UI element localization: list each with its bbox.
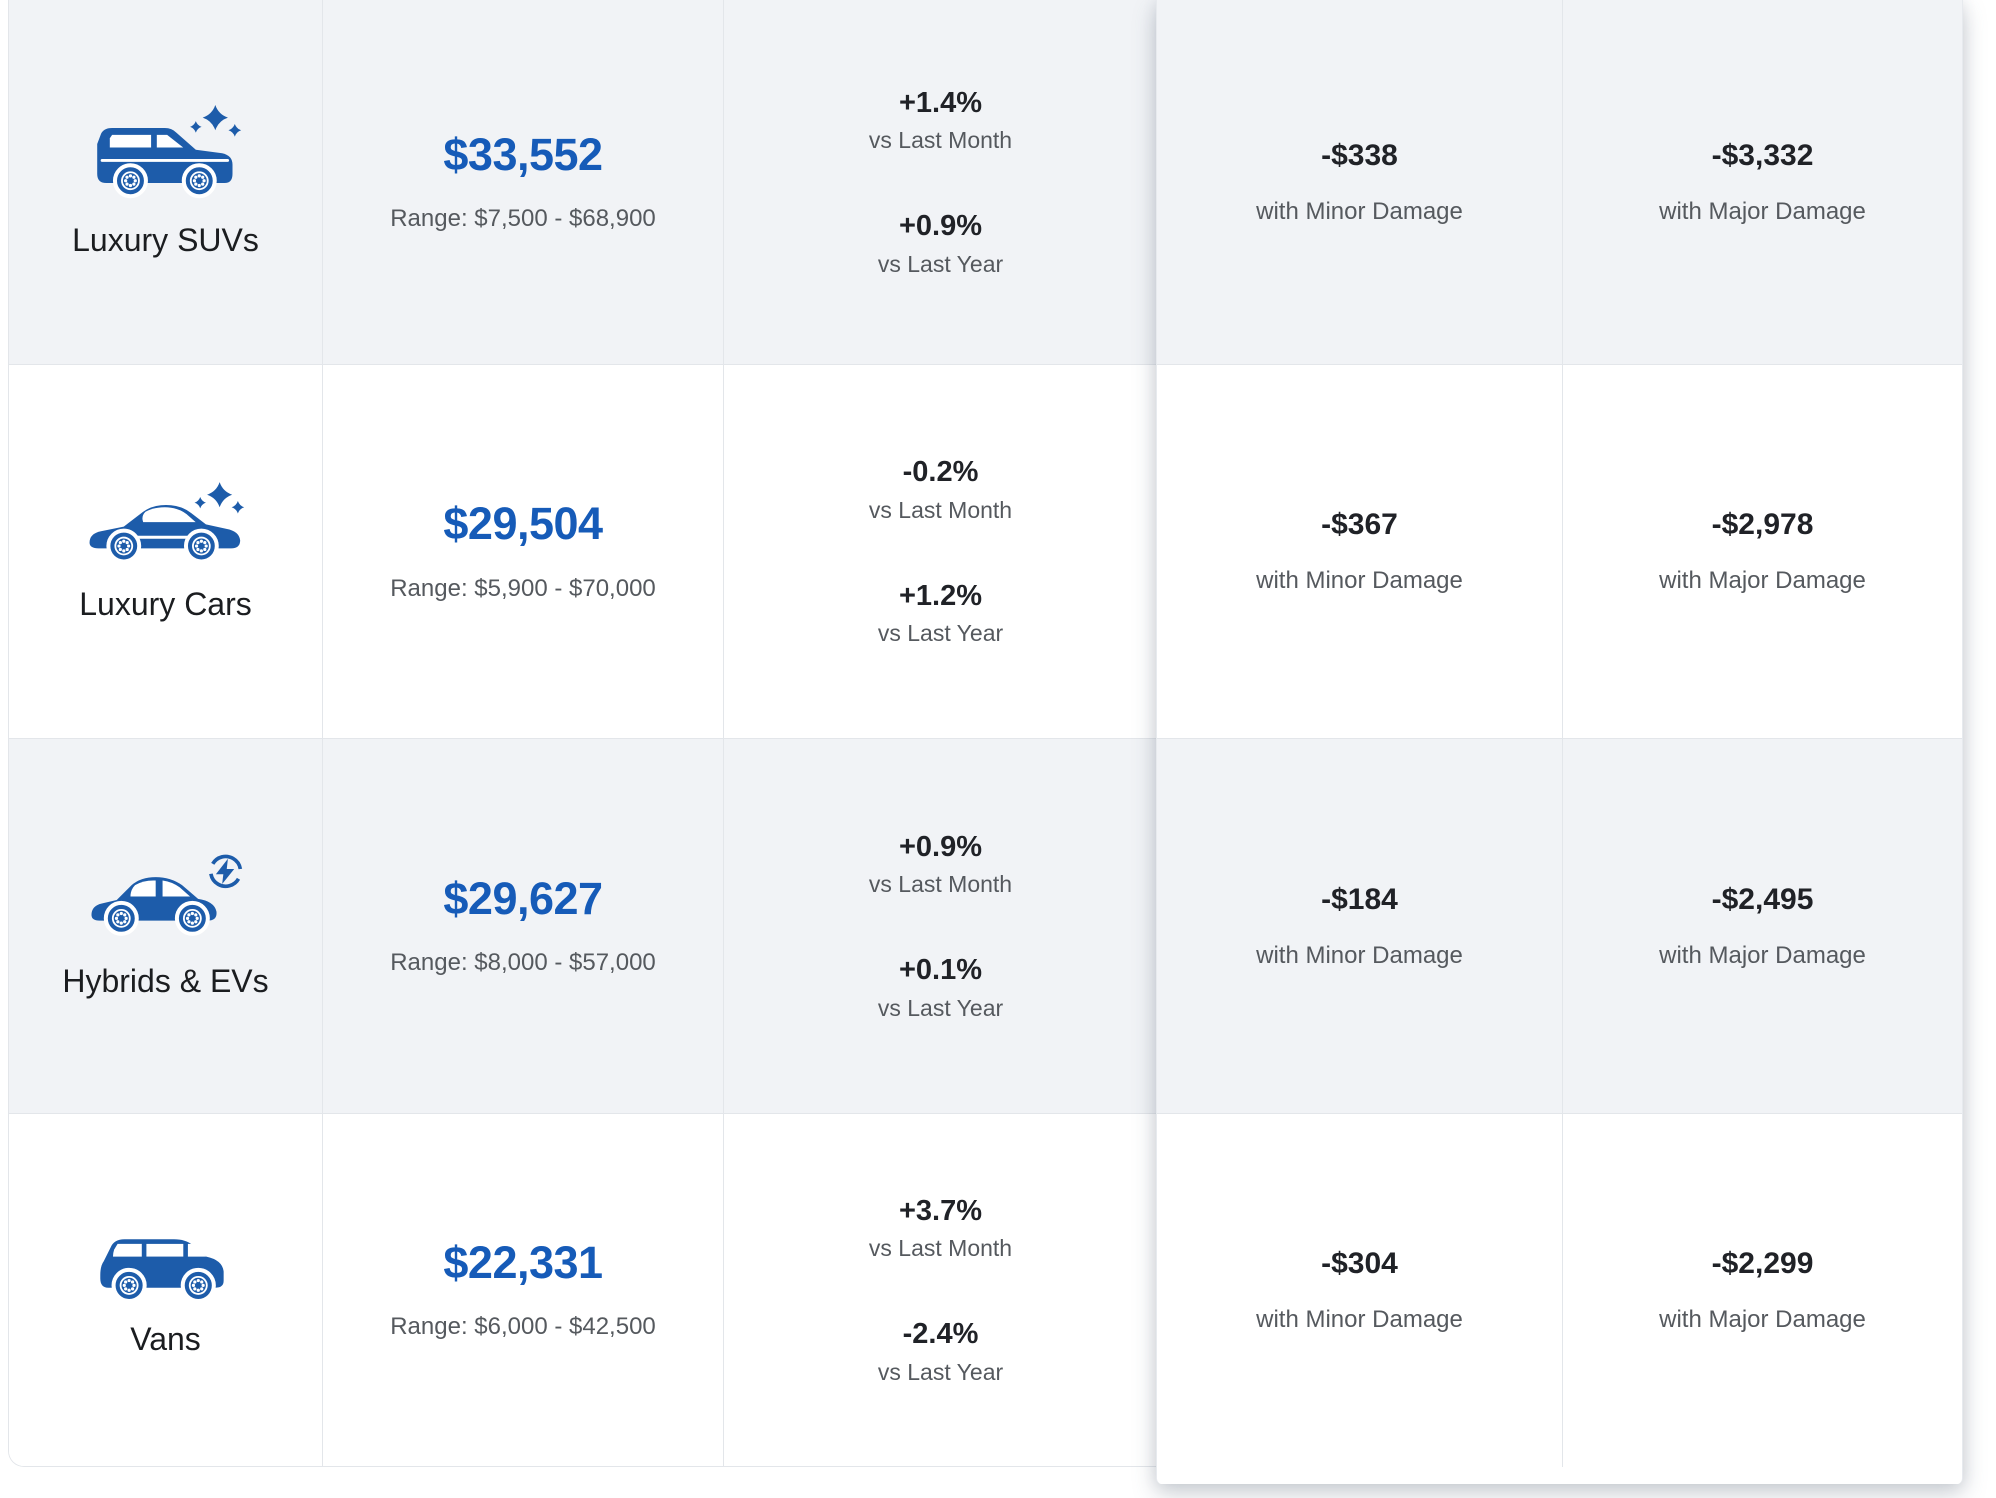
trend-month-label: vs Last Month bbox=[868, 1235, 1013, 1262]
trend-vs-last-year: +1.2% vs Last Year bbox=[878, 579, 1003, 648]
minivan-icon bbox=[99, 1239, 224, 1305]
category-label: Hybrids & EVs bbox=[62, 962, 269, 999]
trend-month-label: vs Last Month bbox=[868, 496, 1013, 523]
major-damage-label: with Major Damage bbox=[1659, 567, 1866, 595]
trend-month-value: +1.4% bbox=[898, 86, 983, 119]
trend-vs-last-year: +0.9% vs Last Year bbox=[878, 209, 1003, 278]
minor-damage-cell: -$184 with Minor Damage bbox=[1157, 739, 1563, 1113]
minor-damage-value: -$367 bbox=[1321, 508, 1398, 542]
price-range: Range: $6,000 - $42,500 bbox=[390, 1313, 656, 1341]
major-damage-cell: -$3,332 with Major Damage bbox=[1563, 0, 1962, 364]
price-cell: $22,331 Range: $6,000 - $42,500 bbox=[323, 1114, 724, 1466]
trend-vs-last-year: +0.1% vs Last Year bbox=[878, 953, 1003, 1022]
trend-vs-last-month: +1.4% vs Last Month bbox=[869, 86, 1012, 155]
minor-damage-label: with Minor Damage bbox=[1256, 941, 1463, 969]
trend-year-value: +0.1% bbox=[898, 954, 983, 986]
major-damage-value: -$2,299 bbox=[1711, 1247, 1814, 1281]
major-damage-cell: -$2,978 with Major Damage bbox=[1563, 365, 1962, 738]
trend-month-label: vs Last Month bbox=[868, 127, 1013, 154]
trend-month-value: +3.7% bbox=[898, 1194, 983, 1227]
price-range: Range: $5,900 - $70,000 bbox=[390, 574, 656, 602]
minor-damage-label: with Minor Damage bbox=[1256, 1306, 1463, 1334]
major-damage-label: with Major Damage bbox=[1659, 1306, 1866, 1334]
major-damage-value: -$2,978 bbox=[1711, 508, 1814, 542]
trend-year-value: +1.2% bbox=[898, 579, 983, 612]
major-damage-value: -$2,495 bbox=[1711, 882, 1814, 916]
minor-damage-cell: -$338 with Minor Damage bbox=[1157, 0, 1563, 364]
major-damage-label: with Major Damage bbox=[1659, 197, 1866, 225]
luxury-car-sparkles-icon bbox=[89, 481, 244, 564]
minor-damage-cell: -$304 with Minor Damage bbox=[1157, 1114, 1563, 1467]
major-damage-label: with Major Damage bbox=[1659, 941, 1866, 969]
panel-row-luxury-suvs: -$338 with Minor Damage -$3,332 with Maj… bbox=[1157, 0, 1962, 364]
average-price: $22,331 bbox=[443, 1236, 603, 1288]
category-label: Luxury SUVs bbox=[72, 222, 259, 259]
category-cell: Vans bbox=[9, 1114, 323, 1466]
minor-damage-cell: -$367 with Minor Damage bbox=[1157, 365, 1563, 738]
minor-damage-label: with Minor Damage bbox=[1256, 197, 1463, 225]
price-cell: $29,627 Range: $8,000 - $57,000 bbox=[323, 739, 724, 1113]
trend-year-label: vs Last Year bbox=[877, 620, 1004, 647]
trend-year-label: vs Last Year bbox=[877, 1358, 1004, 1385]
price-cell: $33,552 Range: $7,500 - $68,900 bbox=[323, 0, 724, 364]
price-range: Range: $8,000 - $57,000 bbox=[390, 949, 656, 977]
major-damage-cell: -$2,299 with Major Damage bbox=[1563, 1114, 1962, 1467]
damage-impact-panel: -$338 with Minor Damage -$3,332 with Maj… bbox=[1156, 0, 1963, 1484]
trend-vs-last-month: +0.9% vs Last Month bbox=[869, 830, 1012, 899]
trend-vs-last-year: -2.4% vs Last Year bbox=[878, 1317, 1003, 1386]
minor-damage-value: -$304 bbox=[1321, 1247, 1398, 1281]
panel-row-luxury-cars: -$367 with Minor Damage -$2,978 with Maj… bbox=[1157, 364, 1962, 738]
minor-damage-value: -$184 bbox=[1321, 882, 1398, 916]
category-cell: Luxury Cars bbox=[9, 365, 323, 738]
average-price: $29,627 bbox=[443, 872, 603, 924]
major-damage-cell: -$2,495 with Major Damage bbox=[1563, 739, 1962, 1113]
hybrid-ev-car-icon bbox=[90, 854, 242, 947]
luxury-suv-sparkles-icon bbox=[96, 105, 241, 206]
trend-year-label: vs Last Year bbox=[877, 250, 1004, 277]
price-range: Range: $7,500 - $68,900 bbox=[390, 205, 656, 233]
panel-row-vans: -$304 with Minor Damage -$2,299 with Maj… bbox=[1157, 1113, 1962, 1484]
trend-month-value: +0.9% bbox=[898, 830, 983, 863]
trend-year-label: vs Last Year bbox=[877, 994, 1004, 1021]
trend-month-label: vs Last Month bbox=[868, 871, 1013, 898]
category-label: Vans bbox=[130, 1321, 201, 1358]
trend-vs-last-month: +3.7% vs Last Month bbox=[869, 1194, 1012, 1263]
trend-cell: -0.2% vs Last Month +1.2% vs Last Year bbox=[724, 365, 1157, 738]
minor-damage-value: -$338 bbox=[1321, 138, 1398, 172]
category-label: Luxury Cars bbox=[79, 585, 252, 622]
price-cell: $29,504 Range: $5,900 - $70,000 bbox=[323, 365, 724, 738]
average-price: $29,504 bbox=[443, 498, 603, 550]
panel-row-hybrids-evs: -$184 with Minor Damage -$2,495 with Maj… bbox=[1157, 738, 1962, 1113]
trend-vs-last-month: -0.2% vs Last Month bbox=[869, 455, 1012, 524]
average-price: $33,552 bbox=[443, 128, 603, 180]
trend-cell: +3.7% vs Last Month -2.4% vs Last Year bbox=[724, 1114, 1157, 1466]
major-damage-value: -$3,332 bbox=[1711, 138, 1814, 172]
category-cell: Hybrids & EVs bbox=[9, 739, 323, 1113]
trend-cell: +0.9% vs Last Month +0.1% vs Last Year bbox=[724, 739, 1157, 1113]
trend-month-value: -0.2% bbox=[902, 456, 979, 489]
minor-damage-label: with Minor Damage bbox=[1256, 567, 1463, 595]
trend-year-value: -2.4% bbox=[902, 1318, 979, 1350]
trend-year-value: +0.9% bbox=[898, 210, 983, 242]
category-cell: Luxury SUVs bbox=[9, 0, 323, 364]
trend-cell: +1.4% vs Last Month +0.9% vs Last Year bbox=[724, 0, 1157, 364]
